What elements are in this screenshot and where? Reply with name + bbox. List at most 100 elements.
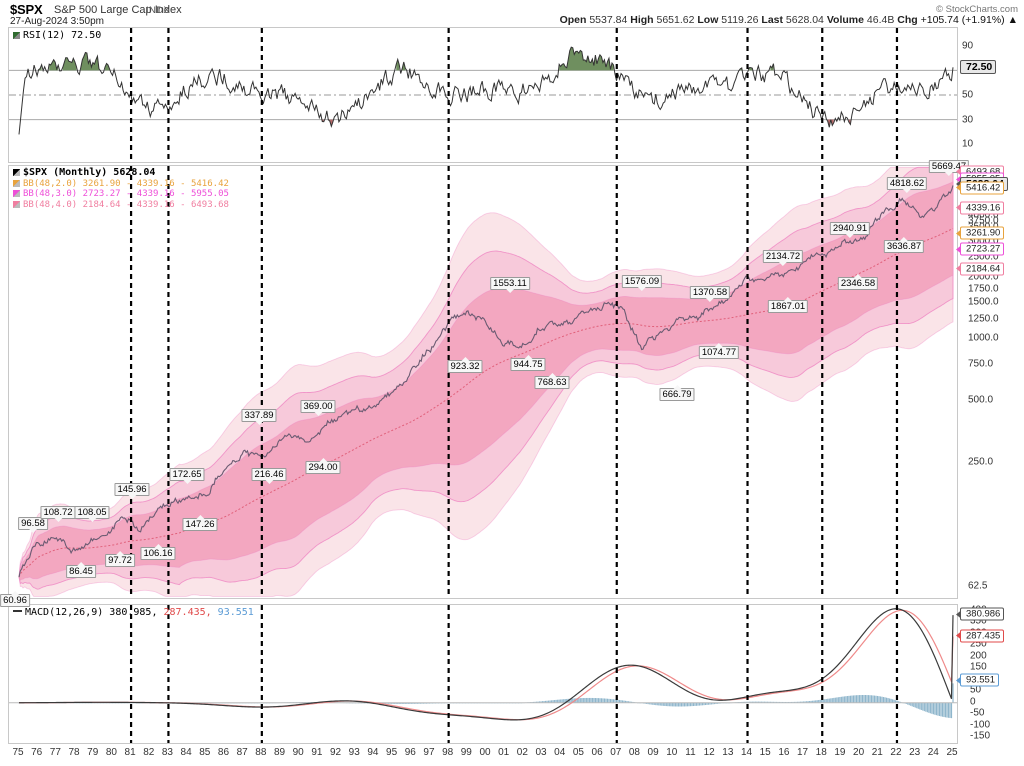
macd-callout-93.551: 93.551 (956, 673, 1000, 687)
x-tick-99: 99 (460, 747, 472, 758)
price-data-label: 2346.58 (837, 274, 879, 290)
price-data-label: 108.05 (74, 506, 110, 522)
chg-label: Chg (897, 14, 918, 26)
price-y-axis: 4000.03750.03500.03000.02500.02000.01750… (956, 165, 1024, 599)
last-value: 5628.04 (785, 14, 824, 26)
x-tick-87: 87 (236, 747, 248, 758)
price-data-label: 337.89 (241, 409, 277, 425)
x-tick-91: 91 (311, 747, 323, 758)
x-tick-12: 12 (703, 747, 715, 758)
price-data-label: 86.45 (66, 562, 96, 578)
macd-tick-200: 200 (970, 650, 987, 662)
high-value: 5651.62 (656, 14, 695, 26)
price-data-label: 294.00 (305, 458, 341, 474)
callout-arrow-icon (956, 229, 961, 238)
price-tick-3000.0: 3000.0 (968, 235, 999, 247)
symbol-exchange: INDX (146, 5, 171, 16)
macd-tick--150: -150 (970, 730, 991, 742)
x-tick-78: 78 (68, 747, 80, 758)
x-tick-08: 08 (628, 747, 640, 758)
volume-label: Volume (826, 14, 864, 26)
macd-plot (9, 605, 957, 743)
price-callout-3261.90: 3261.90 (956, 226, 1005, 240)
rsi-tick-50: 50 (962, 89, 974, 101)
price-data-label: 3636.87 (883, 237, 925, 253)
rsi-panel[interactable]: RSI(12) 72.50 (8, 27, 958, 163)
price-tick-2000.0: 2000.0 (968, 271, 999, 283)
x-tick-95: 95 (386, 747, 398, 758)
price-tick-1750.0: 1750.0 (968, 283, 999, 295)
x-tick-15: 15 (759, 747, 771, 758)
x-tick-82: 82 (143, 747, 155, 758)
x-tick-92: 92 (329, 747, 342, 758)
price-tick-750.0: 750.0 (968, 358, 994, 370)
callout-arrow-icon (956, 264, 961, 273)
callout-arrow-icon (956, 631, 961, 640)
price-data-label: 1553.11 (490, 277, 530, 293)
x-tick-80: 80 (105, 747, 117, 758)
chg-arrow-icon: ▲ (1007, 14, 1018, 26)
price-panel[interactable]: $SPX (Monthly) 5628.04 BB(48,2.0) 3261.90… (0, 160, 970, 607)
x-tick-88: 88 (255, 747, 267, 758)
price-tick-62.5: 62.5 (968, 580, 988, 592)
x-tick-16: 16 (778, 747, 790, 758)
macd-tick--100: -100 (970, 719, 991, 731)
macd-tick-250: 250 (970, 638, 987, 650)
price-tick-3750.0: 3750.0 (968, 215, 999, 227)
price-data-label: 944.75 (510, 355, 546, 371)
callout-arrow-icon (956, 203, 961, 212)
x-tick-77: 77 (49, 747, 61, 758)
symbol-ticker: $SPX (10, 2, 43, 17)
x-tick-11: 11 (685, 747, 696, 758)
price-data-label: 96.58 (18, 517, 48, 533)
stockcharts-watermark: © StockCharts.com (936, 4, 1018, 15)
x-tick-75: 75 (12, 747, 24, 758)
price-data-label: 97.72 (105, 551, 135, 567)
callout-arrow-icon (956, 167, 961, 176)
x-tick-93: 93 (348, 747, 360, 758)
price-tick-2500.0: 2500.0 (968, 251, 999, 263)
macd-callout-380.986: 380.986 (956, 607, 1005, 621)
x-tick-85: 85 (199, 747, 211, 758)
x-tick-86: 86 (217, 747, 230, 758)
x-tick-98: 98 (442, 747, 454, 758)
x-tick-05: 05 (572, 747, 584, 758)
x-axis-years: 75 76 77 78 79 80 81 82 83 84 85 86 87 88 89 90 91 92 93 94… (8, 745, 958, 765)
volume-value: 46.4B (866, 14, 895, 26)
price-data-label: 1074.77 (698, 343, 740, 359)
callout-arrow-icon (956, 175, 961, 184)
price-callout-4339.16: 4339.16 (956, 201, 1005, 215)
callout-arrow-icon (956, 610, 961, 619)
quote-bar: Open 5537.84 High 5651.62 Low 5119.26 La… (560, 14, 1018, 26)
x-tick-09: 09 (647, 747, 659, 758)
price-tick-1250.0: 1250.0 (968, 313, 999, 325)
macd-callout-287.435: 287.435 (956, 629, 1005, 643)
price-data-label: 1576.09 (621, 275, 663, 291)
x-tick-25: 25 (946, 747, 958, 758)
price-data-label: 768.63 (534, 373, 570, 389)
price-tick-1500.0: 1500.0 (968, 296, 999, 308)
price-data-label: 172.65 (169, 468, 205, 484)
last-label: Last (761, 14, 783, 26)
price-data-label: 147.26 (182, 515, 218, 531)
rsi-value-callout: 72.50 (960, 60, 997, 75)
price-data-label: 4818.62 (886, 177, 928, 193)
chart-header: $SPX S&P 500 Large Cap Index INDX 27-Aug… (0, 0, 1024, 27)
x-tick-96: 96 (404, 747, 416, 758)
x-tick-20: 20 (853, 747, 865, 758)
high-label: High (630, 14, 654, 26)
price-data-label: 145.96 (114, 483, 150, 499)
macd-panel[interactable]: MACD(12,26,9) 380.985, 287.435, 93.551 (8, 604, 958, 744)
rsi-tick-30: 30 (962, 114, 974, 126)
x-tick-10: 10 (666, 747, 678, 758)
rsi-plot (9, 28, 957, 162)
rsi-tick-10: 10 (962, 138, 974, 150)
x-tick-00: 00 (479, 747, 491, 758)
x-tick-79: 79 (87, 747, 99, 758)
x-tick-89: 89 (273, 747, 286, 758)
x-tick-22: 22 (890, 747, 902, 758)
price-data-label: 923.32 (447, 357, 483, 373)
x-tick-84: 84 (180, 747, 192, 758)
chg-value: +105.74 (+1.91%) (920, 14, 1005, 26)
